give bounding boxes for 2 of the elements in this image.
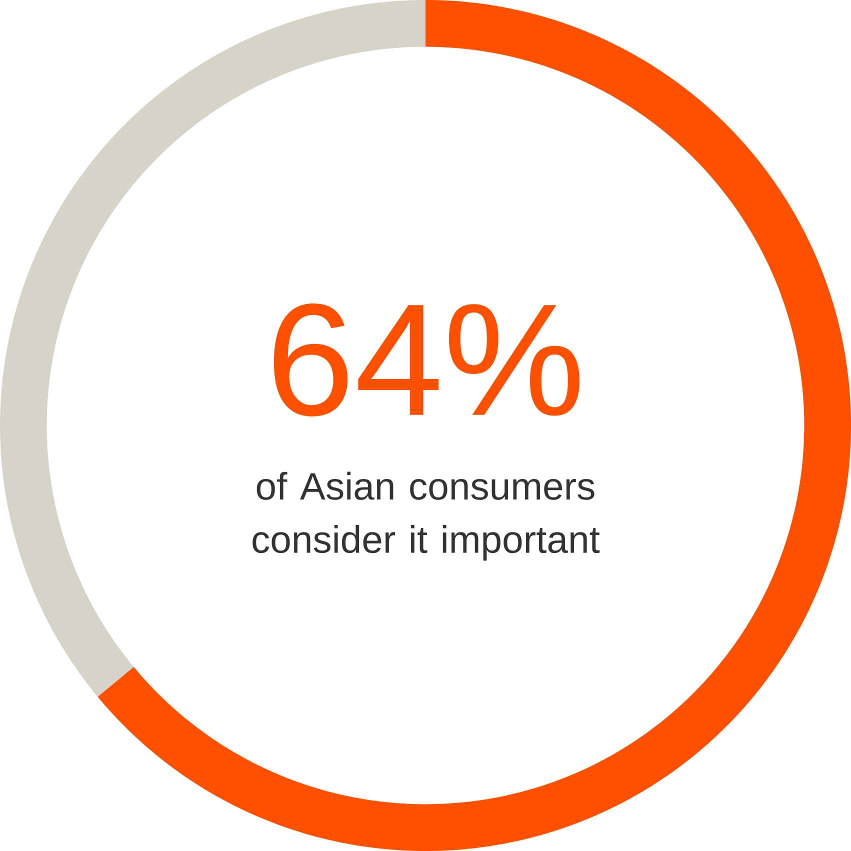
text: of Asian consumers consider it important <box>252 472 600 561</box>
data-label: 64% <box>274 303 580 416</box>
